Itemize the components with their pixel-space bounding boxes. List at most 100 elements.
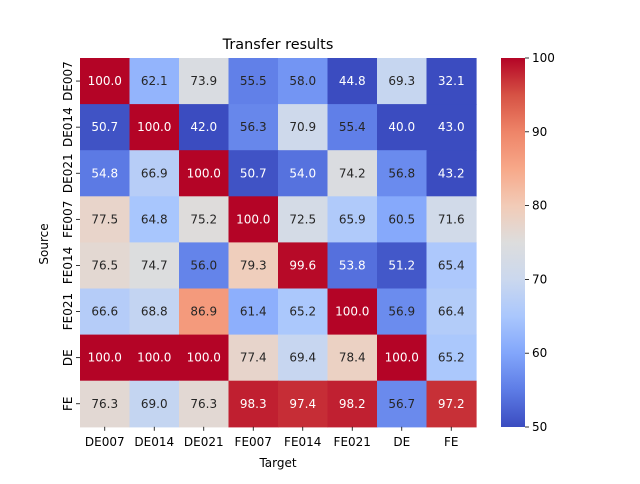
heatmap-cell	[179, 380, 230, 428]
cell-value-label: 50.7	[240, 166, 267, 180]
heatmap-cell-labels: 100.0 62.1 73.9 55.5 58.0 44.8 69.3 32.1 50.7 100…	[88, 74, 465, 411]
colorbar: 50 60 70 80 90 100	[501, 51, 555, 434]
cell-value-label: 97.4	[289, 397, 316, 411]
heatmap-cell	[129, 334, 180, 382]
y-tick-label: FE014	[61, 247, 75, 284]
y-axis-label: Source	[37, 223, 51, 264]
cell-value-label: 99.6	[289, 258, 316, 272]
cell-value-label: 32.1	[438, 74, 465, 88]
cell-value-label: 70.9	[289, 120, 316, 134]
cell-value-label: 74.7	[141, 258, 168, 272]
x-axis-label: Target	[258, 456, 296, 470]
cell-value-label: 76.3	[91, 397, 118, 411]
heatmap-cell	[179, 334, 230, 382]
colorbar-tick-label: 80	[532, 199, 547, 213]
cell-value-label: 73.9	[190, 74, 217, 88]
heatmap-cell	[80, 104, 131, 151]
cell-value-label: 43.0	[438, 120, 465, 134]
x-tick-label: DE007	[85, 435, 125, 449]
y-tick-label: DE007	[61, 61, 75, 101]
cell-value-label: 44.8	[339, 74, 366, 88]
heatmap-cell	[80, 150, 131, 197]
cell-value-label: 66.4	[438, 305, 465, 319]
heatmap-cell	[426, 242, 477, 290]
heatmap-cell	[377, 288, 428, 336]
colorbar-gradient	[501, 58, 525, 427]
heatmap-cell	[278, 104, 329, 151]
cell-value-label: 76.5	[91, 258, 118, 272]
cell-value-label: 79.3	[240, 258, 267, 272]
cell-value-label: 54.0	[289, 166, 316, 180]
cell-value-label: 100.0	[335, 305, 369, 319]
cell-value-label: 55.4	[339, 120, 366, 134]
heatmap-cell	[278, 242, 329, 290]
heatmap-cell	[327, 242, 378, 290]
heatmap-cell	[228, 380, 279, 428]
heatmap-cell	[129, 288, 180, 336]
heatmap-cell	[426, 288, 477, 336]
heatmap-cell	[377, 150, 428, 197]
cell-value-label: 78.4	[339, 351, 366, 365]
heatmap-cells	[80, 58, 477, 428]
y-tick-label: FE	[61, 397, 75, 411]
cell-value-label: 100.0	[236, 212, 270, 226]
heatmap-cell	[228, 242, 279, 290]
cell-value-label: 71.6	[438, 212, 465, 226]
heatmap-cell	[179, 196, 230, 243]
cell-value-label: 51.2	[388, 258, 415, 272]
cell-value-label: 40.0	[388, 120, 415, 134]
cell-value-label: 100.0	[187, 351, 221, 365]
x-tick-label: DE021	[184, 435, 224, 449]
heatmap-cell	[80, 380, 131, 428]
heatmap-cell	[80, 242, 131, 290]
cell-value-label: 55.5	[240, 74, 267, 88]
heatmap-cell	[426, 58, 477, 105]
heatmap-cell	[377, 58, 428, 105]
x-tick-label: FE007	[235, 435, 272, 449]
heatmap-cell	[377, 104, 428, 151]
heatmap-cell	[129, 58, 180, 105]
heatmap-cell	[426, 334, 477, 382]
heatmap-cell	[80, 288, 131, 336]
cell-value-label: 42.0	[190, 120, 217, 134]
cell-value-label: 65.9	[339, 212, 366, 226]
heatmap-cell	[129, 150, 180, 197]
heatmap-cell	[426, 104, 477, 151]
heatmap-cell	[327, 196, 378, 243]
heatmap-cell	[327, 150, 378, 197]
heatmap-cell	[327, 334, 378, 382]
chart-title: Transfer results	[222, 37, 334, 53]
cell-value-label: 61.4	[240, 305, 267, 319]
heatmap-cell	[377, 196, 428, 243]
cell-value-label: 69.4	[289, 351, 316, 365]
y-tick-label: FE007	[61, 201, 75, 238]
heatmap-cell	[278, 288, 329, 336]
heatmap-cell	[327, 58, 378, 105]
cell-value-label: 56.0	[190, 258, 217, 272]
heatmap-cell	[426, 150, 477, 197]
cell-value-label: 64.8	[141, 212, 168, 226]
cell-value-label: 56.3	[240, 120, 267, 134]
cell-value-label: 76.3	[190, 397, 217, 411]
y-tick-label: DE021	[61, 153, 75, 193]
cell-value-label: 77.5	[91, 212, 118, 226]
cell-value-label: 68.8	[141, 305, 168, 319]
heatmap-cell	[80, 58, 131, 105]
cell-value-label: 56.9	[388, 305, 415, 319]
cell-value-label: 97.2	[438, 397, 465, 411]
cell-value-label: 50.7	[91, 120, 118, 134]
heatmap-cell	[426, 196, 477, 243]
cell-value-label: 65.2	[438, 351, 465, 365]
cell-value-label: 74.2	[339, 166, 366, 180]
colorbar-tick-label: 70	[532, 272, 547, 286]
heatmap-cell	[179, 288, 230, 336]
cell-value-label: 65.2	[289, 305, 316, 319]
x-tick-label: FE021	[334, 435, 371, 449]
cell-value-label: 58.0	[289, 74, 316, 88]
heatmap-cell	[129, 380, 180, 428]
heatmap-cell	[228, 334, 279, 382]
heatmap-cell	[327, 104, 378, 151]
cell-value-label: 75.2	[190, 212, 217, 226]
